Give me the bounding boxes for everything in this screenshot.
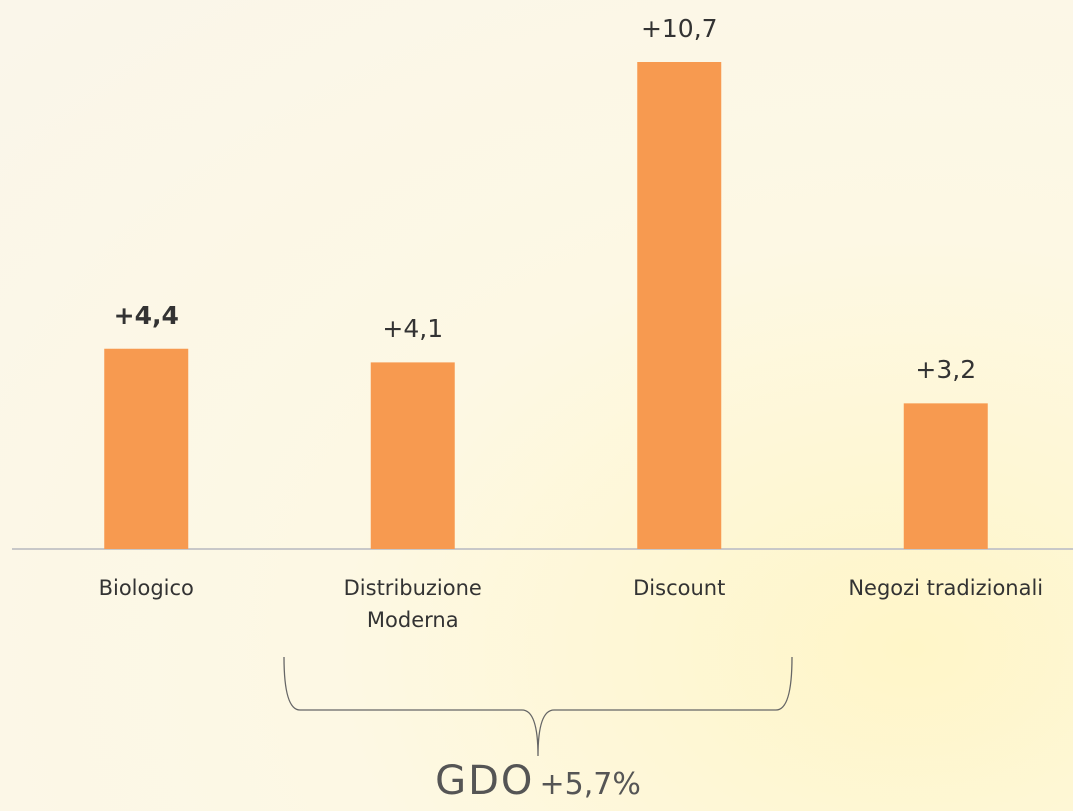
x-tick-label: Negozi tradizionali bbox=[848, 576, 1044, 600]
x-tick-label: Biologico bbox=[98, 576, 194, 600]
bar bbox=[637, 62, 722, 549]
x-tick-label: Discount bbox=[633, 576, 726, 600]
x-tick-label: Distribuzione Moderna bbox=[343, 576, 482, 632]
annotation-value: +5,7% bbox=[539, 767, 641, 802]
annotation: GDO +5,7% bbox=[338, 758, 738, 804]
annotation-title: GDO bbox=[435, 758, 535, 804]
brace bbox=[283, 656, 793, 757]
value-label: +10,7 bbox=[640, 14, 718, 43]
value-label: +4,4 bbox=[113, 300, 179, 330]
bar bbox=[370, 362, 455, 549]
value-label: +3,2 bbox=[915, 355, 977, 385]
value-label: +4,1 bbox=[382, 314, 444, 344]
bar bbox=[903, 403, 988, 549]
bar bbox=[104, 348, 189, 549]
